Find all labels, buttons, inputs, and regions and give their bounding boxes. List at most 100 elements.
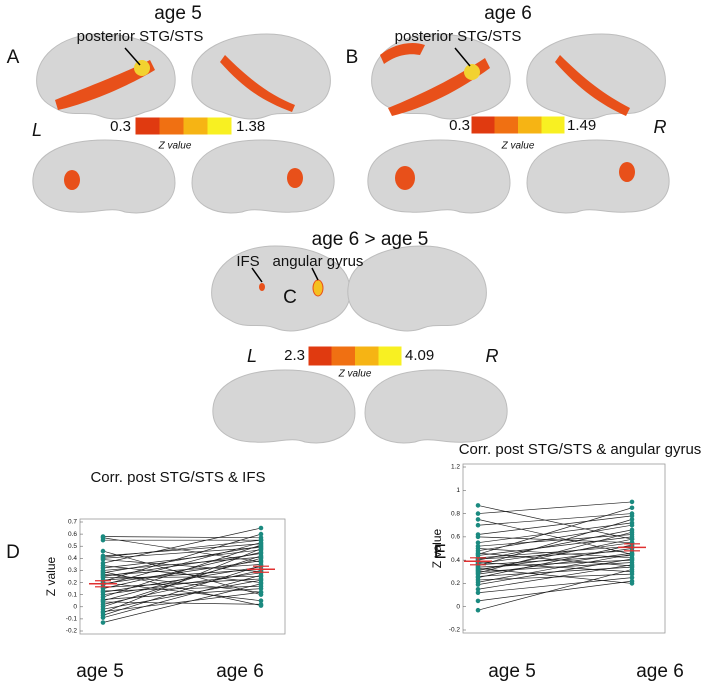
brain-lateral-right: [526, 33, 666, 120]
activation: [134, 60, 150, 76]
subject-line: [477, 536, 633, 556]
panel-b: age 6 B posterior STG/STS R 0.3 1.49 Z v…: [346, 3, 670, 214]
arrow: [311, 267, 319, 281]
panel-title: age 5: [154, 3, 202, 24]
activation: [464, 64, 480, 80]
colorbar-label: Z value: [158, 141, 192, 152]
subject-point: [629, 562, 635, 568]
subject-line: [102, 559, 262, 573]
subject-point: [629, 517, 635, 522]
region-label: posterior STG/STS: [77, 28, 204, 45]
activation: [380, 43, 425, 64]
subject-line: [477, 564, 633, 590]
subject-point: [629, 556, 635, 562]
arrow: [124, 47, 141, 66]
x-tick-label: age 6: [216, 661, 264, 682]
chart-title: Corr. post STG/STS & angular gyrus: [459, 441, 702, 458]
panel-letter: E: [434, 542, 447, 563]
subject-point: [258, 525, 264, 531]
subject-line: [102, 570, 262, 605]
y-tick-label: 0.1: [68, 591, 77, 598]
subject-point: [100, 569, 106, 574]
subject-point: [629, 575, 635, 580]
subject-line: [477, 519, 633, 555]
subject-line: [102, 553, 262, 577]
activation: [312, 279, 324, 297]
subject-line: [102, 578, 262, 588]
plot-frame: [79, 518, 286, 635]
y-tick-label: 0.4: [68, 555, 77, 562]
subject-point: [258, 589, 264, 595]
x-tick-label: age 5: [76, 661, 124, 682]
subject-point: [629, 536, 635, 542]
panel-letter: D: [6, 542, 20, 563]
subject-line: [477, 505, 633, 540]
activation: [395, 166, 415, 190]
y-tick-label: 0: [456, 603, 460, 610]
brain-medial-right: [364, 369, 508, 444]
hemisphere-label: R: [654, 117, 667, 137]
activation: [555, 55, 630, 116]
arrow: [454, 47, 471, 67]
arrow: [251, 267, 263, 283]
subject-point: [258, 572, 264, 578]
subject-point: [475, 565, 481, 571]
subject-line: [102, 527, 262, 564]
subject-line: [477, 522, 633, 544]
y-tick-label: 1.2: [451, 464, 460, 471]
subject-line: [102, 591, 262, 612]
charts: -0.2 -0.1 0 0.1 0.2 0.3 0.4 0.5 0.6 0.7 age 5 age 6…: [6, 441, 701, 682]
subject-line: [102, 543, 262, 557]
y-tick-label: -0.2: [66, 628, 78, 635]
activation: [55, 60, 155, 110]
subject-line: [477, 542, 633, 564]
panel-letter: B: [346, 47, 359, 68]
hemisphere-label: L: [247, 346, 257, 366]
subject-point: [629, 505, 635, 511]
subject-point: [100, 537, 106, 543]
brain-medial-left: [212, 369, 356, 444]
y-tick-label: 0.6: [451, 534, 460, 541]
subject-line: [102, 544, 262, 598]
y-tick-label: 0.7: [68, 519, 77, 526]
y-axis-label: Z value: [430, 529, 444, 569]
subject-point: [629, 522, 635, 528]
subject-line: [102, 548, 262, 614]
hemisphere-label: R: [486, 346, 499, 366]
subject-point: [629, 571, 635, 577]
subject-point: [475, 598, 481, 604]
subject-point: [100, 615, 106, 620]
colorbar-min: 0.3: [110, 118, 131, 135]
x-tick-label: age 6: [636, 661, 684, 682]
subject-point: [629, 581, 635, 586]
region-label: IFS: [236, 253, 259, 270]
subject-point: [475, 552, 481, 557]
subject-point: [100, 557, 106, 562]
y-tick-label: -0.2: [449, 627, 461, 634]
brain-medial-right: [526, 139, 670, 214]
colorbar-max: 4.09: [405, 347, 434, 364]
subject-point: [629, 513, 635, 519]
subject-line: [477, 531, 633, 574]
subject-line: [477, 553, 633, 583]
region-label: posterior STG/STS: [395, 28, 522, 45]
subject-point: [475, 590, 481, 596]
subject-line: [477, 538, 633, 571]
y-tick-label: 0.3: [68, 567, 77, 574]
subject-line: [477, 513, 633, 526]
subject-line: [102, 550, 262, 596]
y-tick-label: 0.4: [451, 557, 460, 564]
y-tick-label: 0.2: [451, 580, 460, 587]
subject-point: [475, 582, 481, 587]
subject-point: [629, 499, 635, 505]
colorbar: [470, 115, 566, 135]
subject-line: [477, 569, 633, 611]
y-tick-label: -0.1: [66, 616, 78, 623]
activation: [220, 55, 295, 112]
activation: [619, 162, 635, 182]
subject-point: [475, 586, 481, 592]
subject-line: [102, 542, 262, 586]
colorbar-label: Z value: [501, 141, 535, 152]
subject-point: [100, 620, 106, 625]
